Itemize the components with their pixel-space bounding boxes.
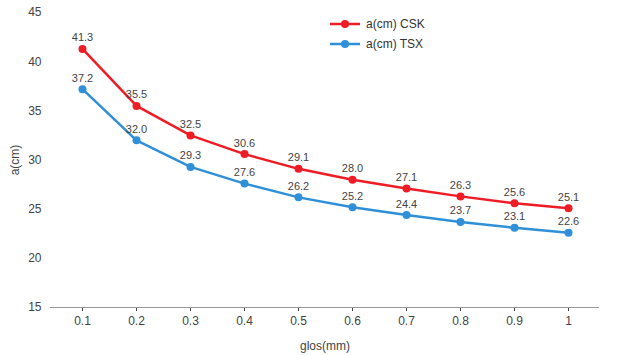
svg-text:25.6: 25.6 <box>504 186 525 198</box>
svg-text:20: 20 <box>28 251 42 265</box>
svg-text:0.5: 0.5 <box>290 314 307 328</box>
svg-text:45: 45 <box>28 5 42 19</box>
svg-text:0.3: 0.3 <box>182 314 199 328</box>
svg-text:0.2: 0.2 <box>128 314 145 328</box>
svg-text:1: 1 <box>565 314 572 328</box>
svg-text:25: 25 <box>28 202 42 216</box>
svg-text:26.3: 26.3 <box>450 179 471 191</box>
svg-text:0.1: 0.1 <box>74 314 91 328</box>
html-text:a(cm) TSX: a(cm) TSX <box>366 37 424 51</box>
svg-text:15: 15 <box>28 300 42 314</box>
svg-text:23.7: 23.7 <box>450 204 471 216</box>
svg-text:a(cm): a(cm) <box>8 145 22 176</box>
svg-text:27.6: 27.6 <box>234 166 255 178</box>
svg-text:32.0: 32.0 <box>126 123 147 135</box>
svg-text:41.3: 41.3 <box>72 31 93 43</box>
svg-text:22.6: 22.6 <box>558 215 579 227</box>
svg-text:28.0: 28.0 <box>342 162 363 174</box>
svg-text:23.1: 23.1 <box>504 210 525 222</box>
svg-text:30.6: 30.6 <box>234 137 255 149</box>
svg-text:0.7: 0.7 <box>398 314 415 328</box>
svg-text:40: 40 <box>28 55 42 69</box>
svg-text:27.1: 27.1 <box>396 171 417 183</box>
svg-text:0.4: 0.4 <box>236 314 253 328</box>
svg-text:35: 35 <box>28 104 42 118</box>
svg-text:glos(mm): glos(mm) <box>300 339 350 353</box>
svg-text:26.2: 26.2 <box>288 180 309 192</box>
svg-text:37.2: 37.2 <box>72 72 93 84</box>
svg-text:0.6: 0.6 <box>344 314 361 328</box>
svg-text:25.1: 25.1 <box>558 191 579 203</box>
svg-text:35.5: 35.5 <box>126 88 147 100</box>
svg-text:0.8: 0.8 <box>452 314 469 328</box>
svg-text:24.4: 24.4 <box>396 198 417 210</box>
svg-text:25.2: 25.2 <box>342 190 363 202</box>
svg-text:29.3: 29.3 <box>180 149 201 161</box>
svg-text:29.1: 29.1 <box>288 151 309 163</box>
svg-text:30: 30 <box>28 153 42 167</box>
html-text:a(cm) CSK: a(cm) CSK <box>366 17 425 31</box>
svg-text:32.5: 32.5 <box>180 118 201 130</box>
svg-text:0.9: 0.9 <box>506 314 523 328</box>
